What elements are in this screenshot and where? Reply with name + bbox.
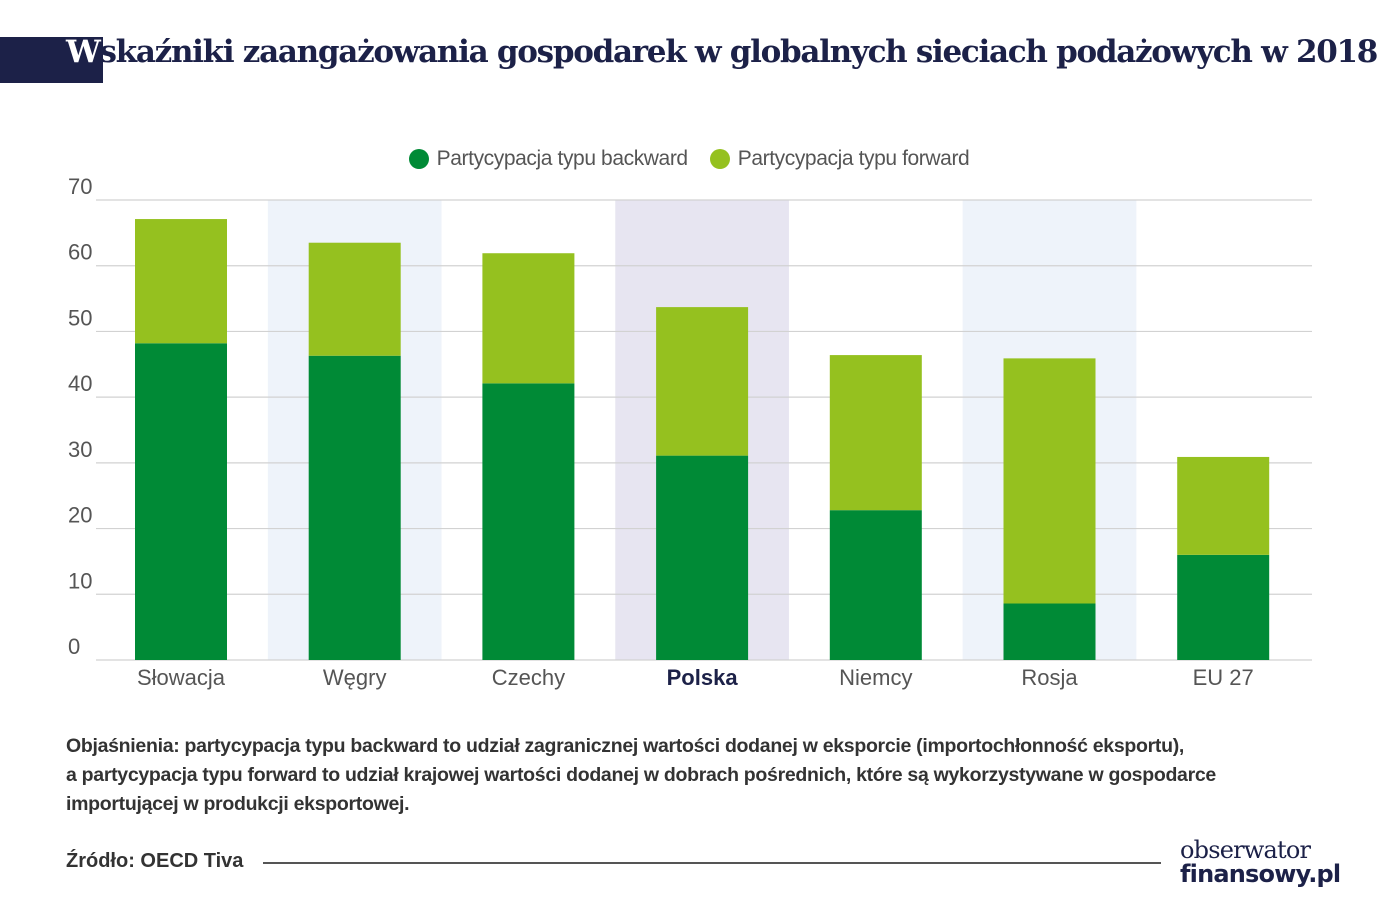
explanation-note: Objaśnienia: partycypacja typu backward … [66, 732, 1326, 819]
title-accent-bar [0, 37, 103, 83]
x-tick-label-słowacja: Słowacja [137, 665, 226, 690]
bar-czechy-backward [482, 383, 575, 660]
logo-line-2: finansowy.pl [1180, 860, 1341, 888]
title-text: skaźniki zaangażowania gospodarek w glob… [99, 34, 1378, 70]
bar-niemcy-backward [829, 510, 922, 660]
legend-item-forward: Partycypacja typu forward [709, 147, 970, 171]
chart-title: Wskaźniki zaangażowania gospodarek w glo… [66, 34, 1378, 70]
bar-polska-forward [656, 307, 749, 456]
x-tick-label-niemcy: Niemcy [839, 665, 912, 690]
bar-czechy-forward [482, 253, 575, 384]
legend-item-backward: Partycypacja typu backward [408, 147, 688, 171]
legend-swatch-forward [709, 149, 730, 169]
stacked-bar-chart: 0 10 20 30 40 50 60 70 Słowacja Węgry Czechy Polska… [68, 174, 1312, 690]
y-tick-label-50: 50 [68, 305, 92, 330]
x-tick-label-eu-27: EU 27 [1193, 665, 1254, 690]
legend-swatch-backward [408, 149, 429, 169]
bar-rosja-forward [1003, 358, 1096, 604]
bar-eu-27-backward [1177, 554, 1270, 660]
note-line-1: Objaśnienia: partycypacja typu backward … [66, 735, 1185, 757]
source-divider [263, 862, 1161, 864]
legend: Partycypacja typu backward Partycypacja … [0, 144, 1378, 174]
x-tick-label-czechy: Czechy [492, 665, 565, 690]
legend-label-backward: Partycypacja typu backward [436, 147, 688, 170]
y-tick-label-40: 40 [68, 371, 92, 396]
bar-niemcy-forward [829, 355, 922, 511]
note-line-3: importującej w produkcji eksportowej. [66, 793, 410, 815]
y-tick-label-10: 10 [68, 568, 92, 593]
bar-słowacja-backward [135, 343, 227, 660]
y-tick-label-0: 0 [68, 634, 80, 659]
y-tick-label-30: 30 [68, 437, 92, 462]
x-tick-label-polska: Polska [667, 665, 739, 690]
bar-eu-27-forward [1177, 456, 1270, 555]
title-first-letter: W [66, 34, 101, 70]
logo-line-1: obserwator [1180, 836, 1311, 864]
source-text: Źródło: OECD Tiva [66, 850, 244, 872]
x-tick-label-węgry: Węgry [323, 665, 387, 690]
note-line-2: a partycypacja typu forward to udział kr… [66, 764, 1216, 786]
y-tick-label-70: 70 [68, 174, 92, 199]
brand-logo: obserwator finansowy.pl [1180, 838, 1360, 886]
bar-słowacja-forward [135, 219, 227, 344]
bar-polska-backward [656, 455, 749, 660]
y-tick-label-20: 20 [68, 503, 92, 528]
bar-węgry-backward [308, 355, 401, 660]
bar-rosja-backward [1003, 603, 1096, 660]
bar-węgry-forward [308, 242, 401, 356]
x-tick-label-rosja: Rosja [1021, 665, 1078, 690]
y-tick-label-60: 60 [68, 240, 92, 265]
legend-label-forward: Partycypacja typu forward [737, 147, 970, 170]
